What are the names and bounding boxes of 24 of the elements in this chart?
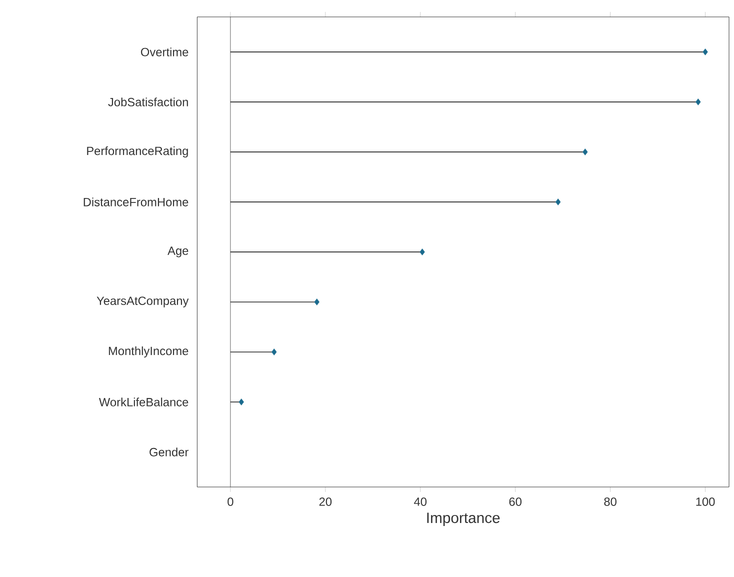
x-tick-label: 80 [604, 498, 616, 506]
y-tick-label: YearsAtCompany [96, 296, 189, 308]
y-tick-label: WorkLifeBalance [98, 398, 188, 407]
x-tick-label: 40 [414, 498, 427, 506]
point [555, 198, 561, 206]
y-tick-label: MonthlyIncome [108, 346, 188, 358]
y-tick-label: Age [168, 246, 188, 258]
point [582, 148, 588, 156]
x-axis-title: Importance [427, 512, 500, 526]
x-tick-label: 0 [228, 498, 234, 506]
y-tick-label: JobSatisfaction [108, 98, 188, 106]
x-tick-label: 20 [319, 498, 332, 506]
x-tick-label: 100 [696, 498, 715, 506]
point [272, 348, 277, 356]
point [702, 48, 708, 56]
point [238, 398, 244, 406]
y-tick-label: PerformanceRating [87, 146, 188, 158]
point [314, 298, 320, 306]
y-tick-label: Overtime [140, 48, 188, 56]
x-tick-label: 60 [509, 498, 522, 506]
point [420, 248, 425, 256]
point [696, 98, 701, 106]
y-tick-label: DistanceFromHome [84, 198, 188, 207]
y-tick-label: Gender [150, 448, 189, 457]
